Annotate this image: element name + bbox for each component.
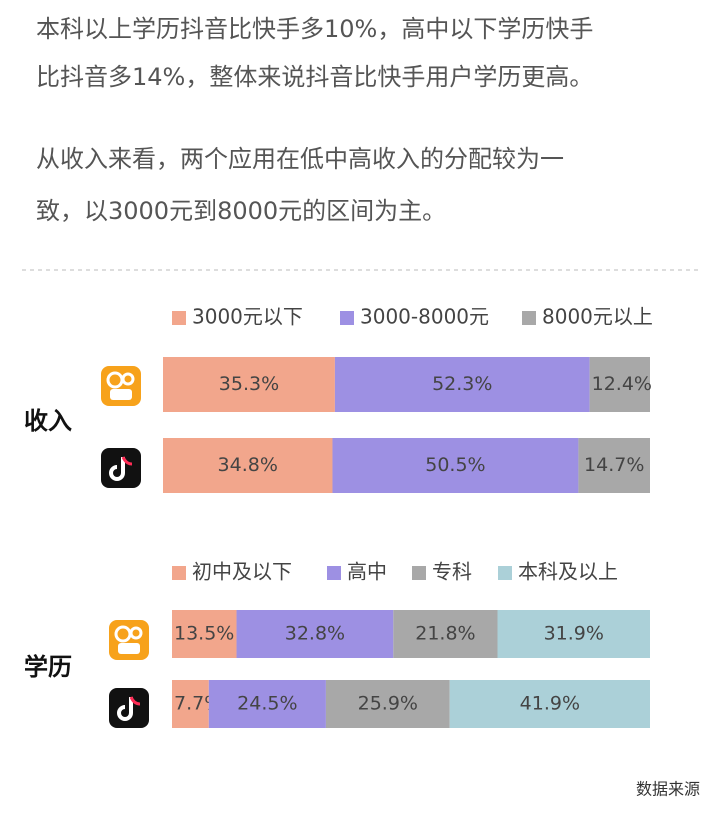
value-label: 24.5% xyxy=(237,693,297,715)
legend-label: 初中及以下 xyxy=(192,560,292,584)
value-label: 25.9% xyxy=(358,693,418,715)
value-label: 31.9% xyxy=(544,623,604,645)
legend-swatch xyxy=(340,311,354,325)
douyin-icon xyxy=(101,448,141,488)
source: 数据来源 xyxy=(636,780,700,799)
legend-label: 本科及以上 xyxy=(518,560,618,584)
value-label: 32.8% xyxy=(285,623,345,645)
value-label: 52.3% xyxy=(432,373,492,395)
paragraph-line: 致，以3000元到8000元的区间为主。 xyxy=(36,197,446,225)
value-label: 13.5% xyxy=(174,623,234,645)
paragraph-line: 从收入来看，两个应用在低中高收入的分配较为一 xyxy=(36,145,564,173)
value-label: 41.9% xyxy=(520,693,580,715)
legend-swatch xyxy=(498,566,512,580)
legend-swatch xyxy=(172,311,186,325)
douyin-icon xyxy=(109,688,149,728)
bar-segment xyxy=(236,610,394,658)
bar-segment xyxy=(172,680,209,728)
legend-swatch xyxy=(412,566,426,580)
bar-segment xyxy=(325,680,450,728)
group-label: 学历 xyxy=(24,653,72,681)
bar-segment xyxy=(334,357,590,412)
value-label: 21.8% xyxy=(415,623,475,645)
bar-segment xyxy=(449,680,650,728)
bar-segment xyxy=(163,357,335,412)
paragraph-line: 本科以上学历抖音比快手多10%，高中以下学历快手 xyxy=(36,15,593,43)
legend-label: 8000元以上 xyxy=(542,305,653,329)
bar-segment xyxy=(393,610,498,658)
bar-segment xyxy=(172,610,237,658)
value-label: 14.7% xyxy=(584,454,644,476)
paragraph-line: 比抖音多14%，整体来说抖音比快手用户学历更高。 xyxy=(36,63,593,91)
value-label: 34.8% xyxy=(218,454,278,476)
kuaishou-icon xyxy=(101,366,141,406)
legend-swatch xyxy=(172,566,186,580)
bar-segment xyxy=(578,438,650,493)
bar-segment xyxy=(163,438,333,493)
bar-segment xyxy=(497,610,650,658)
kuaishou-icon xyxy=(109,620,149,660)
legend-swatch xyxy=(522,311,536,325)
value-label: 50.5% xyxy=(425,454,485,476)
bar-segment xyxy=(208,680,326,728)
legend-label: 高中 xyxy=(347,560,387,584)
legend-label: 专科 xyxy=(432,560,472,584)
group-label: 收入 xyxy=(24,407,72,435)
bar-segment xyxy=(589,357,650,412)
legend-label: 3000-8000元 xyxy=(360,305,489,329)
bar-segment xyxy=(332,438,579,493)
legend-label: 3000元以下 xyxy=(192,305,303,329)
legend-swatch xyxy=(327,566,341,580)
value-label: 12.4% xyxy=(592,373,652,395)
value-label: 35.3% xyxy=(219,373,279,395)
